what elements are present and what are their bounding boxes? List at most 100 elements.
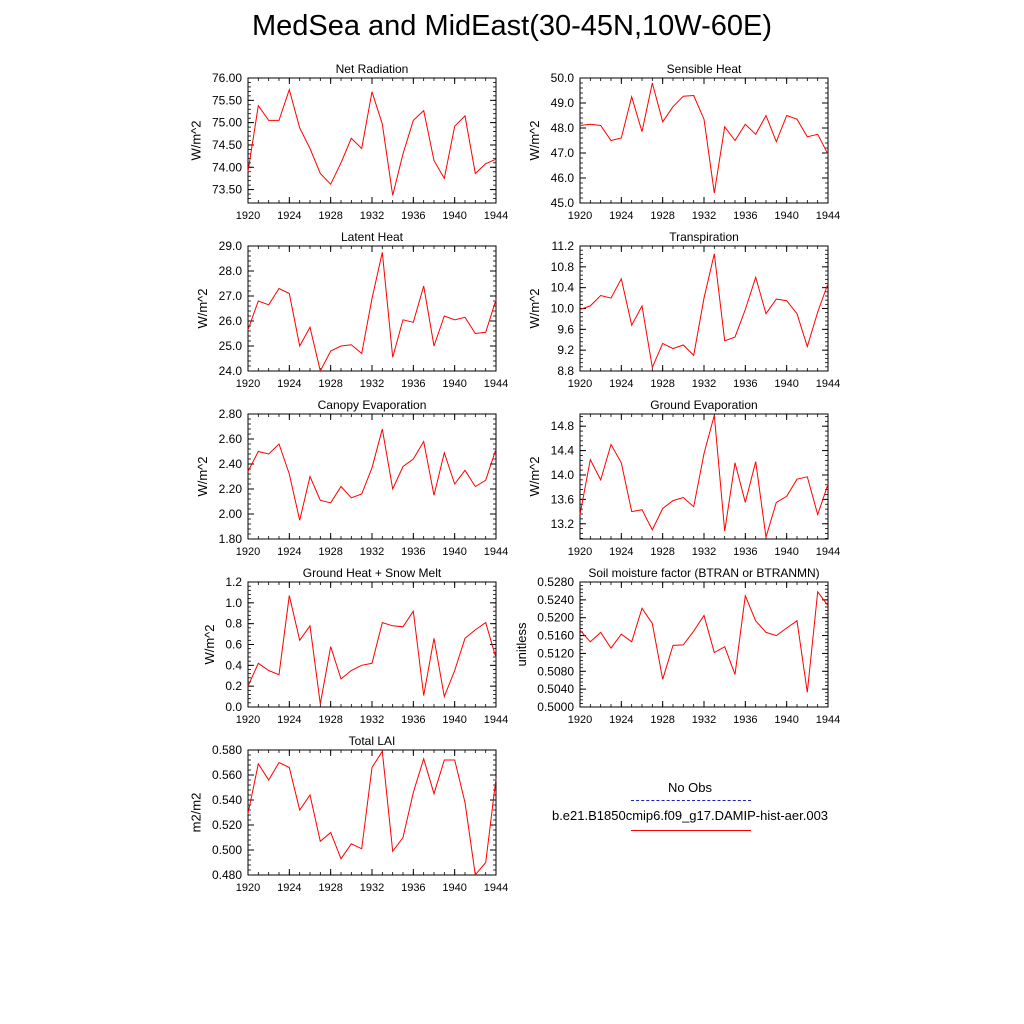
y-tick-label: 74.50 (212, 138, 242, 152)
x-tick-label: 1944 (816, 210, 840, 222)
y-tick-label: 2.20 (219, 482, 243, 496)
x-tick-label: 1932 (692, 378, 716, 390)
x-tick-label: 1932 (692, 546, 716, 558)
plot-frame (247, 77, 497, 204)
x-tick-label: 1940 (442, 882, 466, 894)
y-tick-label: 0.5280 (537, 575, 574, 589)
y-tick-label: 0.5200 (537, 611, 574, 625)
panel-ground-heat-snow-melt: 1920 1924 1928 1932 1936 1940 1944 0.0 0.2 0.4 0.6… (202, 566, 508, 726)
y-tick-label: 9.6 (557, 322, 574, 336)
x-tick-label: 1924 (277, 714, 301, 726)
panel-title: Sensible Heat (667, 62, 742, 76)
y-tick-label: 49.0 (551, 96, 575, 110)
plot-frame (579, 581, 829, 708)
panel-canopy-evaporation: 1920 1924 1928 1932 1936 1940 1944 1.80 2.00 2.20… (195, 398, 508, 558)
legend: No Obs b.e21.B1850cmip6.f09_g17.DAMIP-hi… (520, 776, 860, 856)
x-tick-label: 1924 (609, 714, 633, 726)
y-tick-label: 0.5240 (537, 593, 574, 607)
x-tick-label: 1944 (816, 714, 840, 726)
y-tick-label: 48.0 (551, 121, 575, 135)
plot-frame (579, 245, 829, 372)
y-tick-label: 74.00 (212, 160, 242, 174)
x-tick-label: 1920 (236, 210, 260, 222)
y-tick-label: 9.2 (557, 343, 574, 357)
panel-soil-moisture-factor-btran-or-btranmn: 1920 1924 1928 1932 1936 1940 1944 0.5000 0.5040… (514, 566, 840, 726)
panel-title: Soil moisture factor (BTRAN or BTRANMN) (588, 566, 819, 580)
y-tick-label: 1.0 (225, 596, 242, 610)
x-tick-label: 1924 (277, 882, 301, 894)
x-tick-label: 1940 (774, 210, 798, 222)
legend-label-obs: No Obs (667, 780, 713, 795)
y-tick-label: 1.2 (225, 575, 242, 589)
x-tick-label: 1940 (774, 546, 798, 558)
y-tick-label: 10.0 (551, 302, 575, 316)
x-tick-label: 1920 (236, 882, 260, 894)
panel-title: Latent Heat (341, 230, 404, 244)
panel-latent-heat: 1920 1924 1928 1932 1936 1940 1944 24.0 25.0 26.0… (195, 230, 508, 390)
x-tick-label: 1928 (318, 210, 342, 222)
series-line-total-lai (247, 749, 497, 877)
panel-title: Ground Heat + Snow Melt (303, 566, 442, 580)
plot-frame (247, 581, 497, 708)
x-tick-label: 1944 (484, 714, 508, 726)
y-axis-label: W/m^2 (195, 288, 210, 328)
x-tick-label: 1932 (360, 546, 384, 558)
x-tick-label: 1936 (401, 378, 425, 390)
x-tick-label: 1936 (401, 210, 425, 222)
x-tick-label: 1924 (277, 546, 301, 558)
y-tick-label: 0.520 (212, 818, 242, 832)
y-axis-label: W/m^2 (202, 624, 217, 664)
series-line-canopy-evaporation (247, 428, 497, 521)
legend-line-obs (631, 800, 751, 801)
panel-title: Net Radiation (336, 62, 409, 76)
x-tick-label: 1928 (650, 714, 674, 726)
x-tick-label: 1940 (442, 210, 466, 222)
x-tick-label: 1924 (609, 210, 633, 222)
y-tick-label: 73.50 (212, 183, 242, 197)
x-tick-label: 1940 (774, 714, 798, 726)
series-line-soil-moisture-factor-btran-or-btranmn (579, 590, 829, 693)
x-tick-label: 1920 (236, 546, 260, 558)
y-tick-label: 0.5000 (537, 700, 574, 714)
plot-frame (579, 413, 829, 540)
plot-frame (247, 413, 497, 540)
x-tick-label: 1932 (692, 714, 716, 726)
series-line-latent-heat (247, 252, 497, 373)
x-tick-label: 1940 (442, 546, 466, 558)
y-tick-label: 2.80 (219, 407, 243, 421)
y-tick-label: 47.0 (551, 146, 575, 160)
series-line-ground-evaporation (579, 415, 829, 538)
x-tick-label: 1920 (568, 210, 592, 222)
y-tick-label: 46.0 (551, 171, 575, 185)
x-tick-label: 1932 (360, 378, 384, 390)
y-tick-label: 50.0 (551, 71, 575, 85)
y-tick-label: 0.4 (225, 658, 242, 672)
x-tick-label: 1928 (318, 714, 342, 726)
y-axis-label: W/m^2 (189, 120, 204, 160)
legend-label-model: b.e21.B1850cmip6.f09_g17.DAMIP-hist-aer.… (551, 808, 829, 823)
x-tick-label: 1932 (692, 210, 716, 222)
panel-ground-evaporation: 1920 1924 1928 1932 1936 1940 1944 13.2 13.6 14.0… (527, 398, 840, 558)
x-tick-label: 1920 (568, 378, 592, 390)
y-tick-label: 24.0 (219, 364, 243, 378)
x-tick-label: 1936 (733, 546, 757, 558)
y-tick-label: 0.560 (212, 768, 242, 782)
y-tick-label: 75.50 (212, 93, 242, 107)
y-tick-label: 28.0 (219, 264, 243, 278)
y-tick-label: 0.500 (212, 843, 242, 857)
x-tick-label: 1936 (401, 546, 425, 558)
x-tick-label: 1924 (609, 546, 633, 558)
y-tick-label: 0.8 (225, 617, 242, 631)
y-tick-label: 2.00 (219, 507, 243, 521)
x-tick-label: 1932 (360, 210, 384, 222)
y-axis-label: W/m^2 (527, 456, 542, 496)
y-tick-label: 13.2 (551, 517, 575, 531)
x-tick-label: 1936 (733, 378, 757, 390)
x-tick-label: 1932 (360, 882, 384, 894)
x-tick-label: 1936 (733, 714, 757, 726)
y-tick-label: 26.0 (219, 314, 243, 328)
y-axis-label: W/m^2 (527, 120, 542, 160)
x-tick-label: 1944 (816, 546, 840, 558)
plot-frame (579, 77, 829, 204)
